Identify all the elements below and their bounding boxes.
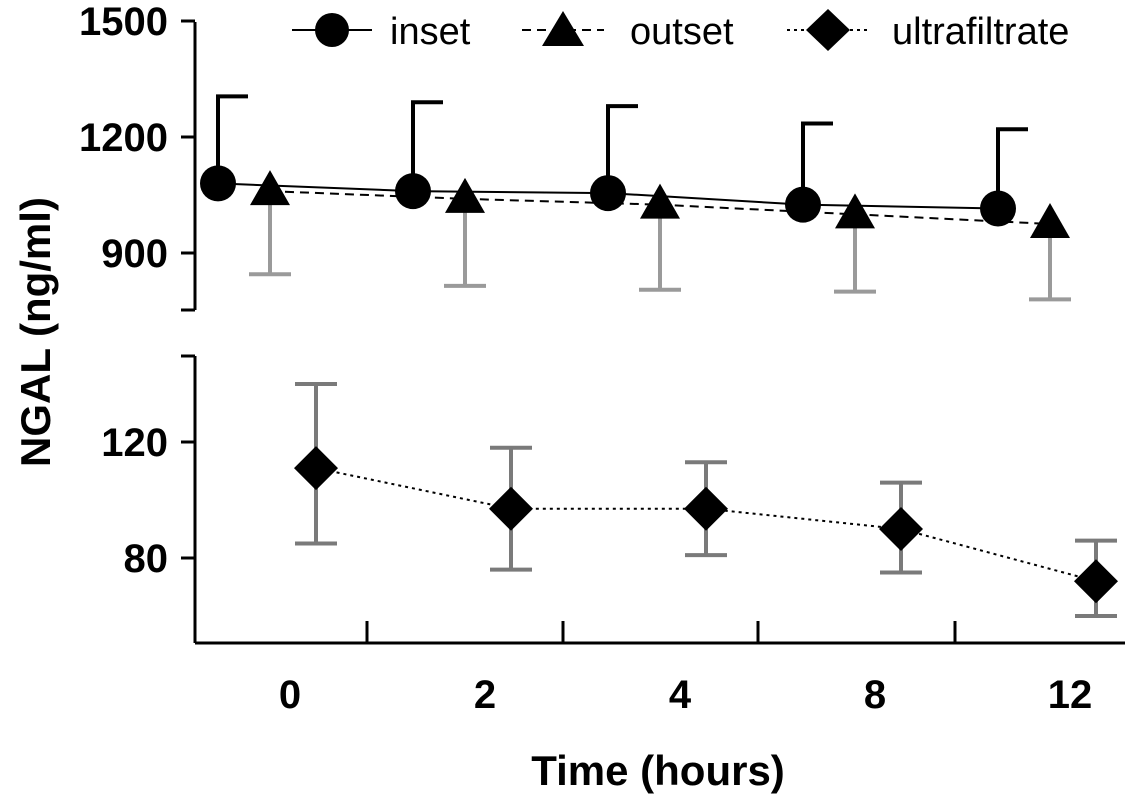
y-tick-label: 1200 <box>79 116 168 160</box>
y-tick-label: 1500 <box>79 0 168 44</box>
data-point-inset <box>200 165 236 202</box>
legend-marker-triangle <box>542 11 584 46</box>
x-tick-label: 8 <box>864 673 886 717</box>
legend-label-outset: outset <box>630 11 734 53</box>
data-point-outset <box>1030 203 1070 238</box>
upper-y-ticks: 900 1200 1500 <box>79 0 195 312</box>
legend-item-inset: inset <box>292 11 471 53</box>
legend-label-ultrafiltrate: ultrafiltrate <box>892 11 1069 53</box>
legend-label-inset: inset <box>390 11 471 53</box>
x-tick-label: 2 <box>474 673 496 717</box>
x-axis-title: Time (hours) <box>531 747 785 794</box>
data-point-outset <box>640 183 680 219</box>
legend-marker-circle <box>315 13 349 47</box>
data-point-ultrafiltrate <box>684 486 728 531</box>
data-point-outset <box>250 170 290 206</box>
upper-series-layer <box>200 94 1071 302</box>
legend-item-ultrafiltrate: ultrafiltrate <box>787 9 1069 53</box>
data-point-inset <box>395 173 431 210</box>
data-point-ultrafiltrate <box>294 446 338 491</box>
x-tick-label: 12 <box>1048 673 1093 717</box>
data-point-ultrafiltrate <box>1074 559 1118 604</box>
y-tick-label: 900 <box>101 232 168 276</box>
data-point-ultrafiltrate <box>879 507 923 551</box>
data-point-outset <box>835 193 875 229</box>
lower-y-ticks: 80 120 <box>101 354 195 581</box>
legend-marker-diamond <box>806 9 850 51</box>
lower-series-layer <box>294 382 1118 618</box>
x-tick-label: 0 <box>279 673 301 717</box>
data-point-inset <box>980 190 1016 227</box>
x-tick-label: 4 <box>669 673 692 717</box>
legend-item-outset: outset <box>522 11 734 53</box>
y-axis-title: NGAL (ng/ml) <box>12 197 59 467</box>
legend: inset outset ultrafiltrate <box>292 9 1069 53</box>
x-ticks: 0 2 4 8 12 <box>279 621 1092 717</box>
data-point-ultrafiltrate <box>489 486 533 531</box>
data-point-inset <box>590 175 626 212</box>
data-point-inset <box>785 186 821 223</box>
y-tick-label: 120 <box>101 421 168 465</box>
y-tick-label: 80 <box>124 537 169 581</box>
data-point-outset <box>445 177 485 213</box>
